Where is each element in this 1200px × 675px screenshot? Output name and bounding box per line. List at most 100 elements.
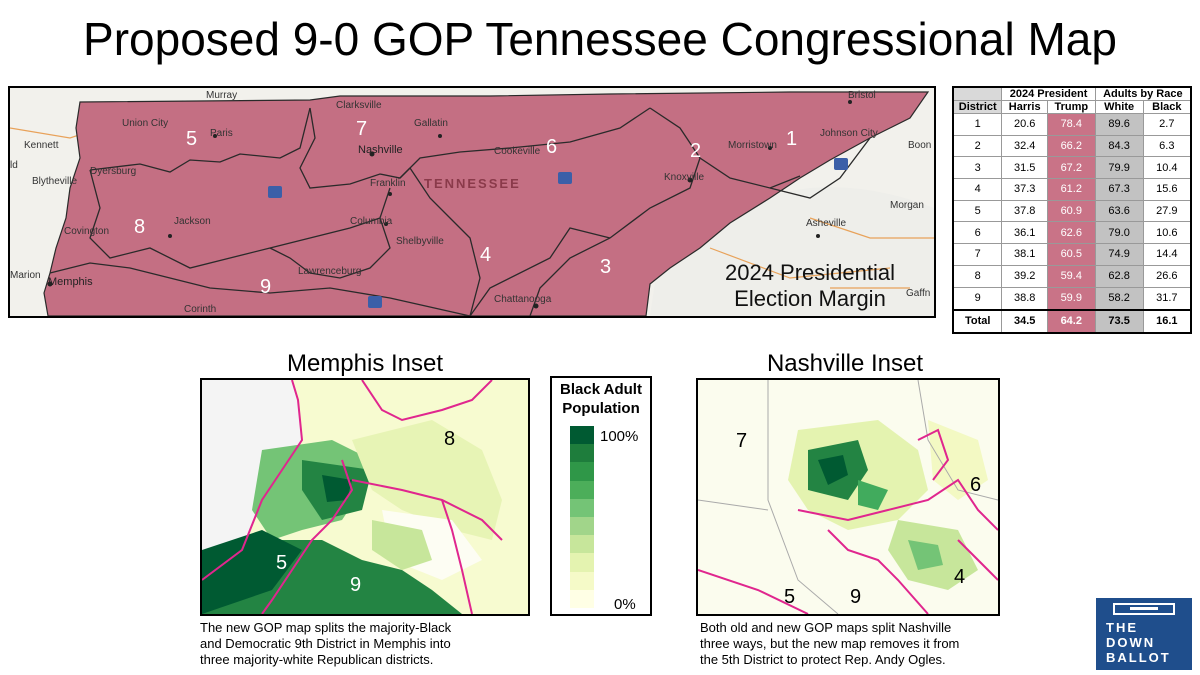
- cell-district: 7: [952, 243, 1003, 266]
- map-caption: 2024 Presidential Election Margin: [700, 260, 920, 312]
- col-header-district: District: [952, 100, 1003, 114]
- cell-trump: 59.4: [1046, 264, 1096, 288]
- nashville-district-7-label: 7: [736, 430, 748, 452]
- cell-white: 67.3: [1094, 178, 1144, 201]
- legend-swatch: [570, 444, 594, 463]
- city-columbia: Columbia: [350, 216, 393, 227]
- table-row: 6 36.1 62.6 79.0 10.6: [952, 221, 1192, 245]
- table-row: 1 20.6 78.4 89.6 2.7: [952, 113, 1192, 136]
- logo-line-3: BALLOT: [1106, 650, 1171, 665]
- legend-swatch: [570, 426, 594, 445]
- memphis-caption: The new GOP map splits the majority-Blac…: [200, 620, 530, 668]
- memphis-caption-line-3: three majority-white Republican district…: [200, 652, 434, 667]
- cell-black: 10.4: [1142, 156, 1192, 180]
- legend-swatch: [570, 535, 594, 554]
- col-header-black: Black: [1142, 100, 1192, 114]
- cell-black: 2.7: [1142, 113, 1192, 136]
- cell-harris: 37.3: [1001, 178, 1048, 201]
- highway-shields: [268, 158, 848, 308]
- col-header-white: White: [1094, 100, 1144, 114]
- cell-white: 89.6: [1094, 113, 1144, 136]
- city-morristown: Morristown: [728, 140, 777, 151]
- cell-trump: 60.9: [1046, 199, 1096, 223]
- nashville-district-5-label: 5: [784, 586, 796, 608]
- city-cookeville: Cookeville: [494, 146, 541, 157]
- cell-harris: 39.2: [1001, 264, 1048, 288]
- logo-line-2: DOWN: [1106, 635, 1156, 650]
- city-gallatin: Gallatin: [414, 118, 448, 129]
- legend-swatch: [570, 553, 594, 572]
- legend-swatch: [570, 516, 594, 536]
- memphis-district-5-label: 5: [276, 552, 288, 574]
- nashville-inset-map: 7 6 4 5 9: [696, 378, 1000, 616]
- nashville-district-6-label: 6: [970, 474, 982, 496]
- city-marion: Marion: [10, 270, 41, 281]
- nashville-district-9-label: 9: [850, 586, 862, 608]
- city-covington: Covington: [64, 226, 110, 237]
- group-header-president: 2024 President: [1001, 86, 1096, 101]
- city-kennett: Kennett: [24, 140, 59, 151]
- city-shelbyville: Shelbyville: [396, 236, 444, 247]
- city-clarksville: Clarksville: [336, 100, 382, 111]
- district-6-label: 6: [546, 136, 558, 158]
- district-7-label: 7: [356, 118, 368, 140]
- cell-black: 27.9: [1142, 199, 1192, 223]
- city-boone: Boon: [908, 140, 932, 151]
- district-5-label: 5: [186, 128, 198, 150]
- cell-white: 73.5: [1094, 308, 1144, 334]
- state-label: TENNESSEE: [424, 176, 521, 191]
- cell-trump: 66.2: [1046, 134, 1096, 158]
- table-row: 8 39.2 59.4 62.8 26.6: [952, 264, 1192, 288]
- city-lawrenceburg: Lawrenceburg: [298, 266, 362, 277]
- cell-harris: 36.1: [1001, 221, 1048, 245]
- logo-text: THE DOWN BALLOT: [1106, 620, 1171, 665]
- map-caption-line-2: Election Margin: [734, 286, 886, 311]
- city-johnson-city: Johnson City: [820, 128, 878, 139]
- cell-black: 31.7: [1142, 286, 1192, 311]
- nashville-caption: Both old and new GOP maps split Nashvill…: [700, 620, 1020, 668]
- legend-min-label: 0%: [614, 596, 636, 613]
- district-3-label: 3: [600, 256, 612, 278]
- table-body: 1 20.6 78.4 89.6 2.7 2 32.4 66.2 84.3 6.3 3 31.5 67.…: [952, 113, 1192, 334]
- table-row: 3 31.5 67.2 79.9 10.4: [952, 156, 1192, 180]
- nashville-inset-svg: [698, 380, 998, 614]
- logo-line-1: THE: [1106, 620, 1138, 635]
- city-dots: [47, 100, 852, 309]
- city-paris: Paris: [210, 128, 233, 139]
- map-background-svg: [10, 88, 934, 316]
- ballot-box-icon: [1096, 598, 1192, 670]
- legend-title-line-2: Population: [562, 400, 640, 417]
- legend-color-scale: [570, 426, 594, 608]
- cell-harris: 37.8: [1001, 199, 1048, 223]
- city-corinth: Corinth: [184, 304, 217, 315]
- nashville-inset-title: Nashville Inset: [766, 350, 924, 377]
- district-boundaries: [49, 107, 871, 316]
- cell-black: 16.1: [1142, 308, 1192, 334]
- cell-black: 6.3: [1142, 134, 1192, 158]
- map-caption-line-1: 2024 Presidential: [724, 260, 895, 285]
- city-blytheville: Blytheville: [32, 176, 78, 187]
- table-row: 7 38.1 60.5 74.9 14.4: [952, 243, 1192, 266]
- cell-harris: 38.8: [1001, 286, 1048, 311]
- legend-swatch: [570, 462, 594, 481]
- cell-district: 5: [952, 199, 1003, 223]
- the-down-ballot-logo: THE DOWN BALLOT: [1096, 598, 1192, 670]
- district-1-label: 1: [786, 128, 798, 150]
- cell-district: 6: [952, 221, 1003, 245]
- cell-white: 63.6: [1094, 199, 1144, 223]
- cell-trump: 78.4: [1046, 113, 1096, 136]
- cell-district: 9: [952, 286, 1003, 311]
- tennessee-district-map: 1 2 3 4 5 6 7 8 9 TENNESSEE Murray Brist…: [8, 86, 936, 318]
- table-row: 5 37.8 60.9 63.6 27.9: [952, 199, 1192, 223]
- table-row: 2 32.4 66.2 84.3 6.3: [952, 134, 1192, 158]
- district-8-label: 8: [134, 216, 146, 238]
- memphis-district-9-label: 9: [350, 574, 362, 596]
- city-knoxville: Knoxville: [664, 172, 705, 183]
- district-2-label: 2: [690, 140, 702, 162]
- legend-swatch: [570, 589, 594, 608]
- cell-white: 62.8: [1094, 264, 1144, 288]
- cell-trump: 67.2: [1046, 156, 1096, 180]
- cell-trump: 62.6: [1046, 221, 1096, 245]
- city-bristol: Bristol: [848, 90, 876, 101]
- cell-trump: 59.9: [1046, 286, 1096, 311]
